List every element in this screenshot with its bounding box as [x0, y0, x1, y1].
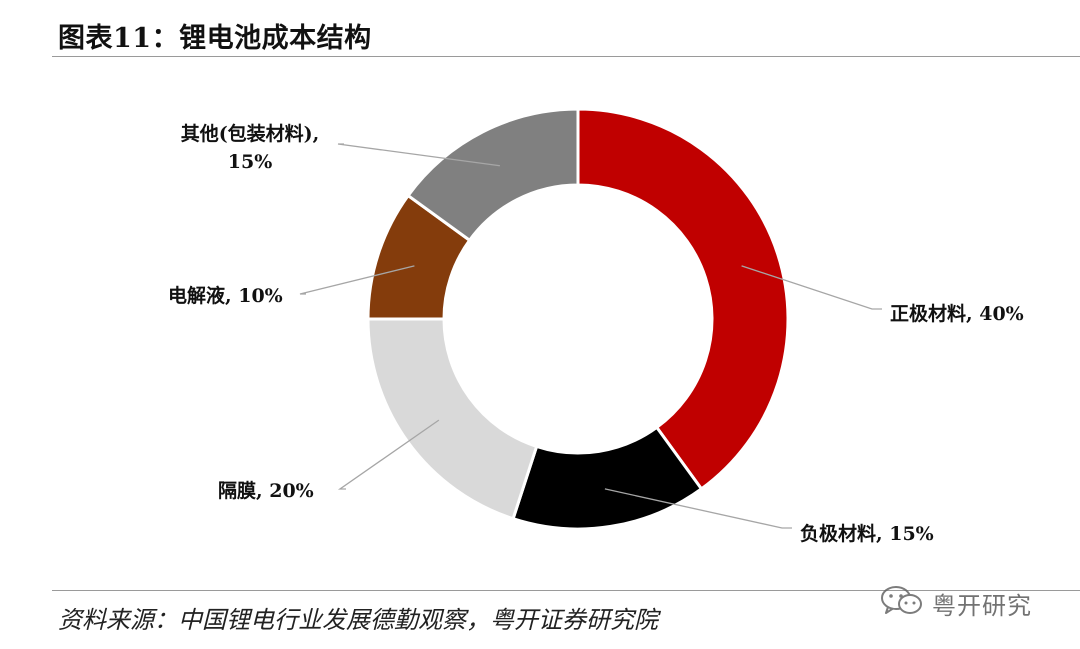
- bottom-divider: [52, 590, 1080, 591]
- chart-labels: 正极材料, 40% 负极材料, 15% 隔膜, 20% 电解液, 10% 其他(包装材料…: [168, 122, 1024, 545]
- wechat-icon: [880, 585, 924, 621]
- slice-label: 电解液, 10%: [168, 284, 283, 307]
- chart-title: 图表11：锂电池成本结构: [58, 23, 372, 54]
- watermark: 粤开研究: [880, 585, 1032, 621]
- watermark-text: 粤开研究: [932, 591, 1032, 620]
- donut-slice: [576, 107, 790, 491]
- slice-label: 其他(包装材料), 15%: [181, 122, 320, 173]
- leader-line: [299, 265, 415, 295]
- leader-line: [604, 488, 792, 529]
- donut-slice: [366, 317, 539, 521]
- donut-slice: [406, 107, 580, 243]
- slice-label: 隔膜, 20%: [218, 479, 314, 502]
- leader-line: [337, 143, 501, 167]
- donut-chart: 正极材料, 40% 负极材料, 15% 隔膜, 20% 电解液, 10% 其他(包装材料…: [168, 107, 1024, 545]
- source-note: 资料来源：中国锂电行业发展德勤观察，粤开证券研究院: [58, 606, 658, 634]
- slice-label: 负极材料, 15%: [800, 522, 934, 545]
- slice-label: 正极材料, 40%: [890, 302, 1024, 325]
- leader-line: [337, 419, 440, 490]
- leader-line: [741, 265, 882, 310]
- chart-slices: [366, 107, 790, 531]
- top-divider: [52, 56, 1080, 57]
- chart-leader-lines: [299, 143, 882, 529]
